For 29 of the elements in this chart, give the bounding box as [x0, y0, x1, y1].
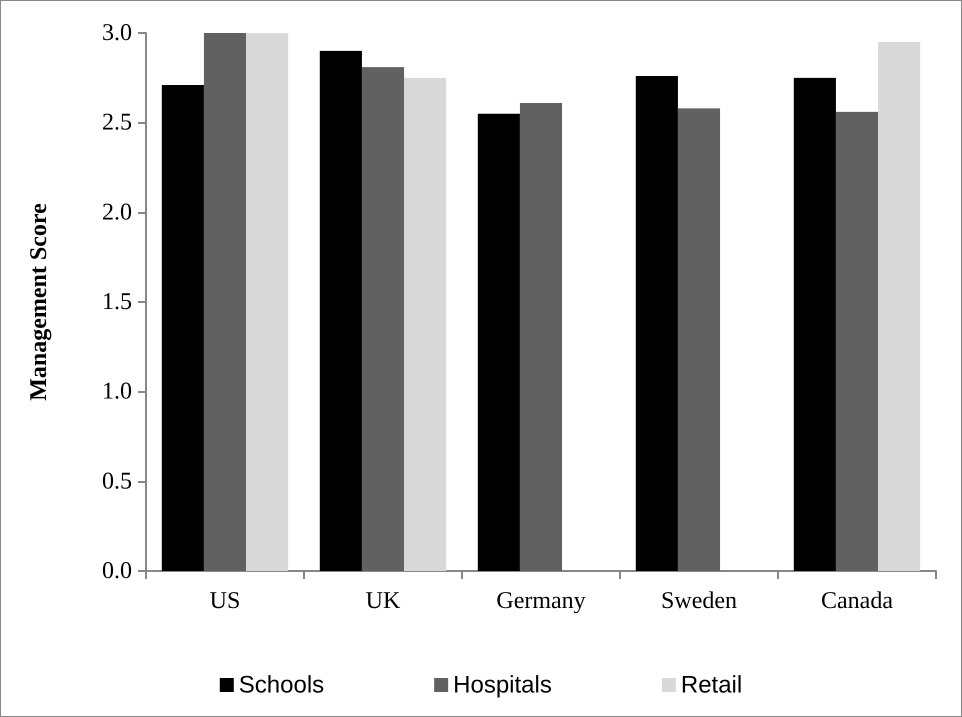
x-tick-label: Germany — [496, 588, 586, 614]
bar — [362, 67, 404, 571]
bar — [404, 78, 446, 571]
bar — [320, 50, 362, 571]
y-tick-label: 1.0 — [102, 378, 132, 405]
bar — [204, 33, 246, 571]
y-axis-title: Management Score — [26, 202, 52, 401]
bar — [636, 76, 678, 571]
legend-label: Retail — [680, 672, 742, 698]
legend-label: Hospitals — [453, 672, 552, 698]
y-tick-label: 0.0 — [102, 558, 132, 584]
y-tick-label: 0.5 — [102, 468, 132, 494]
y-tick-label: 1.5 — [102, 289, 132, 315]
bar — [678, 108, 720, 571]
y-tick-label: 2.0 — [102, 199, 132, 226]
bar — [878, 42, 920, 571]
bar — [836, 112, 878, 571]
bar — [478, 114, 520, 571]
bar — [162, 85, 204, 571]
legend-label: Schools — [238, 672, 324, 698]
x-tick-label: US — [210, 588, 240, 614]
bar — [520, 102, 562, 571]
bar — [246, 33, 288, 571]
x-tick-label: UK — [366, 588, 401, 614]
x-tick-label: Sweden — [661, 588, 737, 614]
y-tick-label: 2.5 — [102, 110, 132, 136]
bar — [794, 78, 836, 571]
y-tick-label: 3.0 — [102, 20, 132, 46]
x-tick-label: Canada — [821, 588, 894, 614]
